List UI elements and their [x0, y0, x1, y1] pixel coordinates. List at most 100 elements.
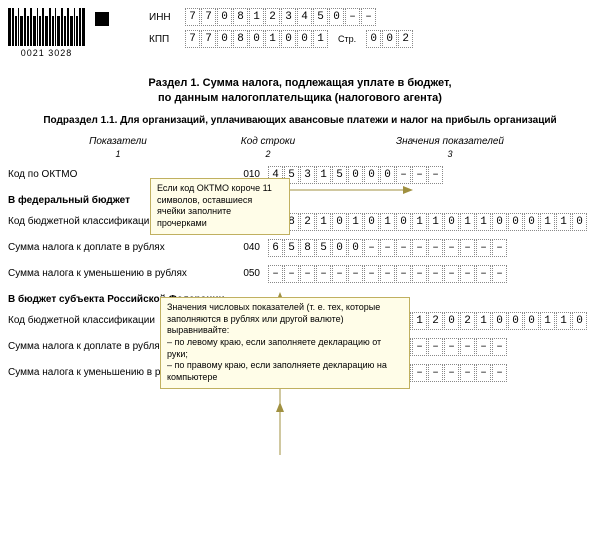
cell: 1	[265, 30, 280, 48]
cell: –	[348, 265, 363, 283]
cell: 7	[201, 8, 216, 26]
inn-row: ИНН 7708123450––	[149, 8, 413, 26]
cell: –	[428, 338, 443, 356]
form-row: Сумма налога к доплате в рублях040658500…	[8, 238, 592, 258]
cell: 0	[572, 312, 587, 330]
cell: –	[364, 239, 379, 257]
section-title: Раздел 1. Сумма налога, подлежащая уплат…	[8, 76, 592, 107]
cell: –	[428, 166, 443, 184]
col-h1: Показатели	[8, 136, 228, 147]
cell: 0	[348, 166, 363, 184]
cell: 2	[265, 8, 280, 26]
marker-square	[95, 12, 109, 26]
cell: –	[412, 364, 427, 382]
cell: 1	[380, 213, 395, 231]
cell: 7	[201, 30, 216, 48]
cell: 1	[556, 213, 571, 231]
cell: –	[412, 166, 427, 184]
cell: 0	[380, 166, 395, 184]
cell: 1	[540, 312, 555, 330]
cell: 1	[316, 213, 331, 231]
row-code: 040	[228, 242, 268, 253]
rows-block: Код по ОКТМО01045315000–––	[8, 165, 592, 185]
cell: 0	[382, 30, 397, 48]
titles: Раздел 1. Сумма налога, подлежащая уплат…	[8, 76, 592, 126]
cell: –	[444, 338, 459, 356]
row-label: Сумма налога к доплате в рублях	[8, 242, 228, 253]
cell: 6	[268, 239, 283, 257]
callout-oktmo: Если код ОКТМО короче 11 символов, остав…	[150, 178, 290, 235]
col-n3: 3	[308, 149, 592, 159]
col-n2: 2	[228, 149, 308, 159]
cell: 0	[508, 312, 523, 330]
inn-label: ИНН	[149, 12, 179, 23]
kpp-label: КПП	[149, 34, 179, 45]
cell: –	[476, 338, 491, 356]
cell: –	[492, 338, 507, 356]
cell: 5	[284, 239, 299, 257]
cell: 1	[249, 8, 264, 26]
cell: 0	[281, 30, 296, 48]
cell: 0	[444, 312, 459, 330]
cell: 1	[540, 213, 555, 231]
form-row: Код бюджетной классификации0301821010101…	[8, 212, 592, 232]
form-row: Сумма налога к уменьшению в рублях050–––…	[8, 264, 592, 284]
cell: –	[332, 265, 347, 283]
fed-title: В федеральный бюджет	[8, 195, 592, 206]
cell: –	[300, 265, 315, 283]
cell: 2	[398, 30, 413, 48]
col-h2: Код строки	[228, 136, 308, 147]
cell: 0	[492, 312, 507, 330]
cell: 0	[366, 30, 381, 48]
subsection-title: Подраздел 1.1. Для организаций, уплачива…	[8, 115, 592, 126]
id-block: ИНН 7708123450–– КПП 770801001 Стр. 002	[149, 8, 413, 48]
col-n1: 1	[8, 149, 228, 159]
cell: 1	[412, 312, 427, 330]
column-headers: Показатели Код строки Значения показател…	[8, 136, 592, 147]
cell: 5	[332, 166, 347, 184]
cell: –	[492, 364, 507, 382]
cell: 8	[300, 239, 315, 257]
cell: 1	[460, 213, 475, 231]
cell: 1	[313, 30, 328, 48]
rows-fed: Код бюджетной классификации0301821010101…	[8, 212, 592, 284]
cell: –	[460, 338, 475, 356]
cell: 0	[508, 213, 523, 231]
cell: 2	[428, 312, 443, 330]
callout-align: Значения числовых показателей (т. е. тех…	[160, 297, 410, 389]
cell: 0	[364, 213, 379, 231]
cell: –	[460, 265, 475, 283]
cell: –	[396, 239, 411, 257]
cell: 1	[412, 213, 427, 231]
cell: –	[444, 364, 459, 382]
cell: 3	[300, 166, 315, 184]
form-row: Код по ОКТМО01045315000–––	[8, 165, 592, 185]
cell: –	[412, 338, 427, 356]
cell: –	[428, 239, 443, 257]
col-h3: Значения показателей	[308, 136, 592, 147]
page-cells: 002	[366, 30, 413, 48]
cell: –	[444, 239, 459, 257]
cell: –	[380, 265, 395, 283]
cell: –	[345, 8, 360, 26]
cell: 8	[233, 8, 248, 26]
leader-3	[270, 400, 290, 460]
barcode: 0021 3028	[8, 8, 85, 58]
cell: 0	[332, 213, 347, 231]
page-label: Стр.	[338, 34, 356, 44]
cell: –	[476, 265, 491, 283]
cell: –	[428, 265, 443, 283]
cell: –	[476, 239, 491, 257]
cell: –	[412, 239, 427, 257]
cell: 0	[524, 312, 539, 330]
cell: 5	[316, 239, 331, 257]
cell: 1	[476, 312, 491, 330]
cell: –	[361, 8, 376, 26]
cell: 1	[476, 213, 491, 231]
cell: 2	[460, 312, 475, 330]
cell: –	[316, 265, 331, 283]
cell: 3	[281, 8, 296, 26]
cell: 0	[364, 166, 379, 184]
barcode-text: 0021 3028	[21, 48, 73, 58]
cell: 1	[428, 213, 443, 231]
